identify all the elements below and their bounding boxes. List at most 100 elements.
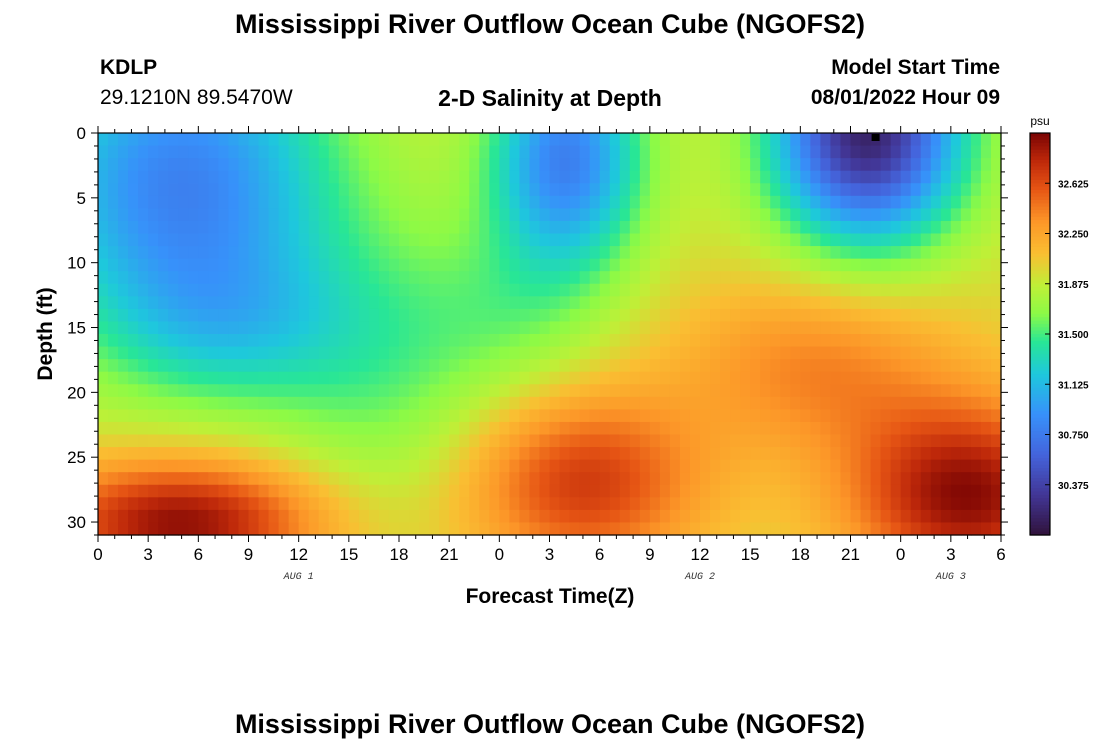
heatmap-cell bbox=[880, 246, 892, 260]
heatmap-cell bbox=[128, 396, 139, 410]
heatmap-cell bbox=[579, 271, 591, 285]
heatmap-cell bbox=[158, 246, 169, 260]
heatmap-cell bbox=[519, 509, 531, 524]
heatmap-cell bbox=[409, 484, 420, 498]
heatmap-cell bbox=[920, 359, 932, 373]
heatmap-cell bbox=[950, 359, 962, 373]
heatmap-cell bbox=[960, 133, 972, 147]
heatmap-cell bbox=[368, 359, 380, 373]
heatmap-cell bbox=[298, 208, 310, 222]
heatmap-cell bbox=[930, 246, 942, 260]
heatmap-cell bbox=[780, 283, 791, 297]
heatmap-cell bbox=[308, 497, 320, 511]
heatmap-cell bbox=[188, 447, 199, 461]
heatmap-cell bbox=[459, 158, 470, 172]
heatmap-cell bbox=[158, 283, 169, 297]
heatmap-cell bbox=[419, 271, 430, 285]
heatmap-cell bbox=[559, 334, 571, 348]
heatmap-cell bbox=[318, 195, 330, 209]
heatmap-cell bbox=[780, 497, 791, 511]
heatmap-cell bbox=[449, 246, 460, 260]
heatmap-cell bbox=[308, 308, 320, 323]
heatmap-cell bbox=[248, 296, 260, 310]
heatmap-cell bbox=[118, 183, 129, 197]
heatmap-cell bbox=[730, 258, 741, 272]
heatmap-cell bbox=[399, 283, 410, 297]
heatmap-cell bbox=[890, 321, 902, 335]
heatmap-cell bbox=[248, 484, 260, 498]
heatmap-cell bbox=[700, 334, 711, 348]
heatmap-cell bbox=[479, 447, 490, 461]
heatmap-cell bbox=[910, 220, 922, 235]
colorbar-band bbox=[1030, 256, 1050, 261]
heatmap-cell bbox=[649, 208, 661, 222]
heatmap-cell bbox=[780, 308, 791, 323]
heatmap-cell bbox=[800, 522, 811, 536]
heatmap-cell bbox=[940, 509, 952, 524]
heatmap-cell bbox=[368, 233, 380, 247]
heatmap-cell bbox=[469, 459, 480, 473]
heatmap-cell bbox=[539, 497, 551, 511]
heatmap-cell bbox=[880, 170, 892, 184]
heatmap-cell bbox=[559, 396, 571, 410]
heatmap-cell bbox=[579, 258, 591, 272]
heatmap-cell bbox=[238, 522, 250, 536]
heatmap-cell bbox=[639, 421, 651, 436]
heatmap-cell bbox=[108, 271, 119, 285]
heatmap-cell bbox=[469, 233, 480, 247]
heatmap-cell bbox=[118, 459, 129, 473]
heatmap-cell bbox=[178, 334, 189, 348]
heatmap-cell bbox=[459, 170, 470, 184]
colorbar-band bbox=[1030, 149, 1050, 154]
heatmap-cell bbox=[559, 195, 571, 209]
heatmap-cell bbox=[559, 296, 571, 310]
heatmap-cell bbox=[950, 208, 962, 222]
heatmap-cell bbox=[639, 472, 651, 486]
heatmap-cell bbox=[469, 334, 480, 348]
heatmap-cell bbox=[589, 409, 601, 423]
heatmap-cell bbox=[589, 384, 601, 398]
heatmap-cell bbox=[770, 258, 781, 272]
heatmap-cell bbox=[278, 484, 290, 498]
heatmap-cell bbox=[238, 447, 250, 461]
heatmap-cell bbox=[479, 145, 490, 159]
heatmap-cell bbox=[328, 170, 340, 184]
colorbar-band bbox=[1030, 280, 1050, 285]
heatmap-cell bbox=[679, 220, 691, 235]
heatmap-cell bbox=[278, 472, 290, 486]
heatmap-cell bbox=[138, 359, 149, 373]
heatmap-cell bbox=[980, 459, 992, 473]
heatmap-cell bbox=[248, 283, 260, 297]
heatmap-cell bbox=[609, 308, 621, 323]
heatmap-cell bbox=[368, 296, 380, 310]
heatmap-cell bbox=[740, 484, 751, 498]
heatmap-cell bbox=[639, 321, 651, 335]
heatmap-cell bbox=[258, 195, 270, 209]
colorbar-band bbox=[1030, 156, 1050, 161]
heatmap-cell bbox=[730, 371, 741, 385]
heatmap-cell bbox=[268, 434, 280, 448]
heatmap-cell bbox=[599, 220, 611, 235]
heatmap-cell bbox=[459, 497, 470, 511]
heatmap-cell bbox=[940, 371, 952, 385]
heatmap-cell bbox=[840, 170, 852, 184]
heatmap-cell bbox=[529, 384, 541, 398]
heatmap-cell bbox=[710, 133, 721, 147]
heatmap-cell bbox=[830, 233, 842, 247]
heatmap-cell bbox=[419, 346, 430, 360]
heatmap-cell bbox=[308, 296, 320, 310]
heatmap-cell bbox=[328, 472, 340, 486]
heatmap-cell bbox=[178, 522, 189, 536]
heatmap-cell bbox=[970, 346, 982, 360]
heatmap-cell bbox=[669, 396, 681, 410]
heatmap-cell bbox=[519, 459, 531, 473]
heatmap-cell bbox=[278, 133, 290, 147]
heatmap-cell bbox=[529, 509, 541, 524]
heatmap-cell bbox=[288, 158, 300, 172]
heatmap-cell bbox=[900, 283, 912, 297]
heatmap-cell bbox=[98, 447, 109, 461]
heatmap-cell bbox=[860, 133, 872, 147]
heatmap-cell bbox=[358, 497, 370, 511]
heatmap-cell bbox=[980, 359, 992, 373]
heatmap-cell bbox=[910, 472, 922, 486]
